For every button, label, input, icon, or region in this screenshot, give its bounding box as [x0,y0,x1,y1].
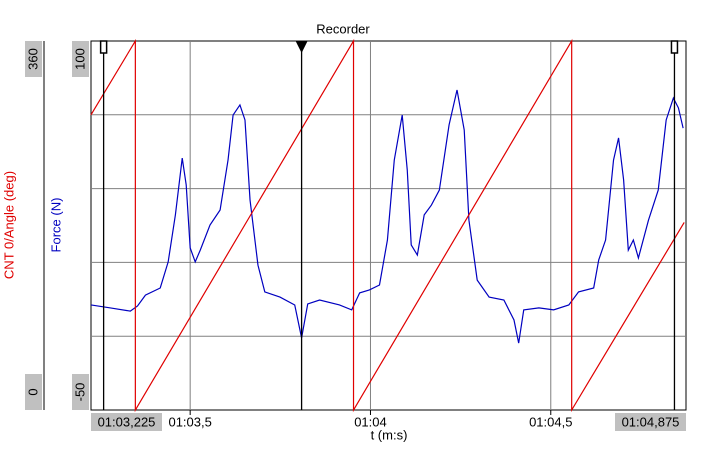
y2-tick-box [25,41,42,77]
x-tick-label: 01:03,225 [98,414,156,429]
cursor-handle [295,41,308,53]
x-edge-box [91,413,162,431]
x-axis-label: t (m:s) [371,427,408,442]
data-line [90,38,685,413]
x-tick-label: 01:03,5 [168,414,211,429]
cursor-handle [670,40,679,54]
y-tick-box [72,374,89,410]
y-tick-label: 100 [72,48,87,70]
x-tick-label: 01:04,5 [529,414,572,429]
y2-tick-label: 0 [25,388,40,395]
y-tick-label: -50 [72,383,87,402]
data-line [90,89,684,344]
x-edge-box [615,413,686,431]
x-tick-label: 01:04 [354,414,387,429]
y2-axis-label: CNT 0/Angle (deg) [1,171,16,279]
cursor-handle [99,40,108,54]
y2-tick-label: 360 [25,48,40,70]
y2-tick-box [25,374,42,410]
y-tick-box [72,41,89,77]
y-axis-label: Force (N) [48,198,63,253]
x-tick-label: 01:04,875 [622,414,680,429]
chart-title: Recorder [316,21,370,36]
